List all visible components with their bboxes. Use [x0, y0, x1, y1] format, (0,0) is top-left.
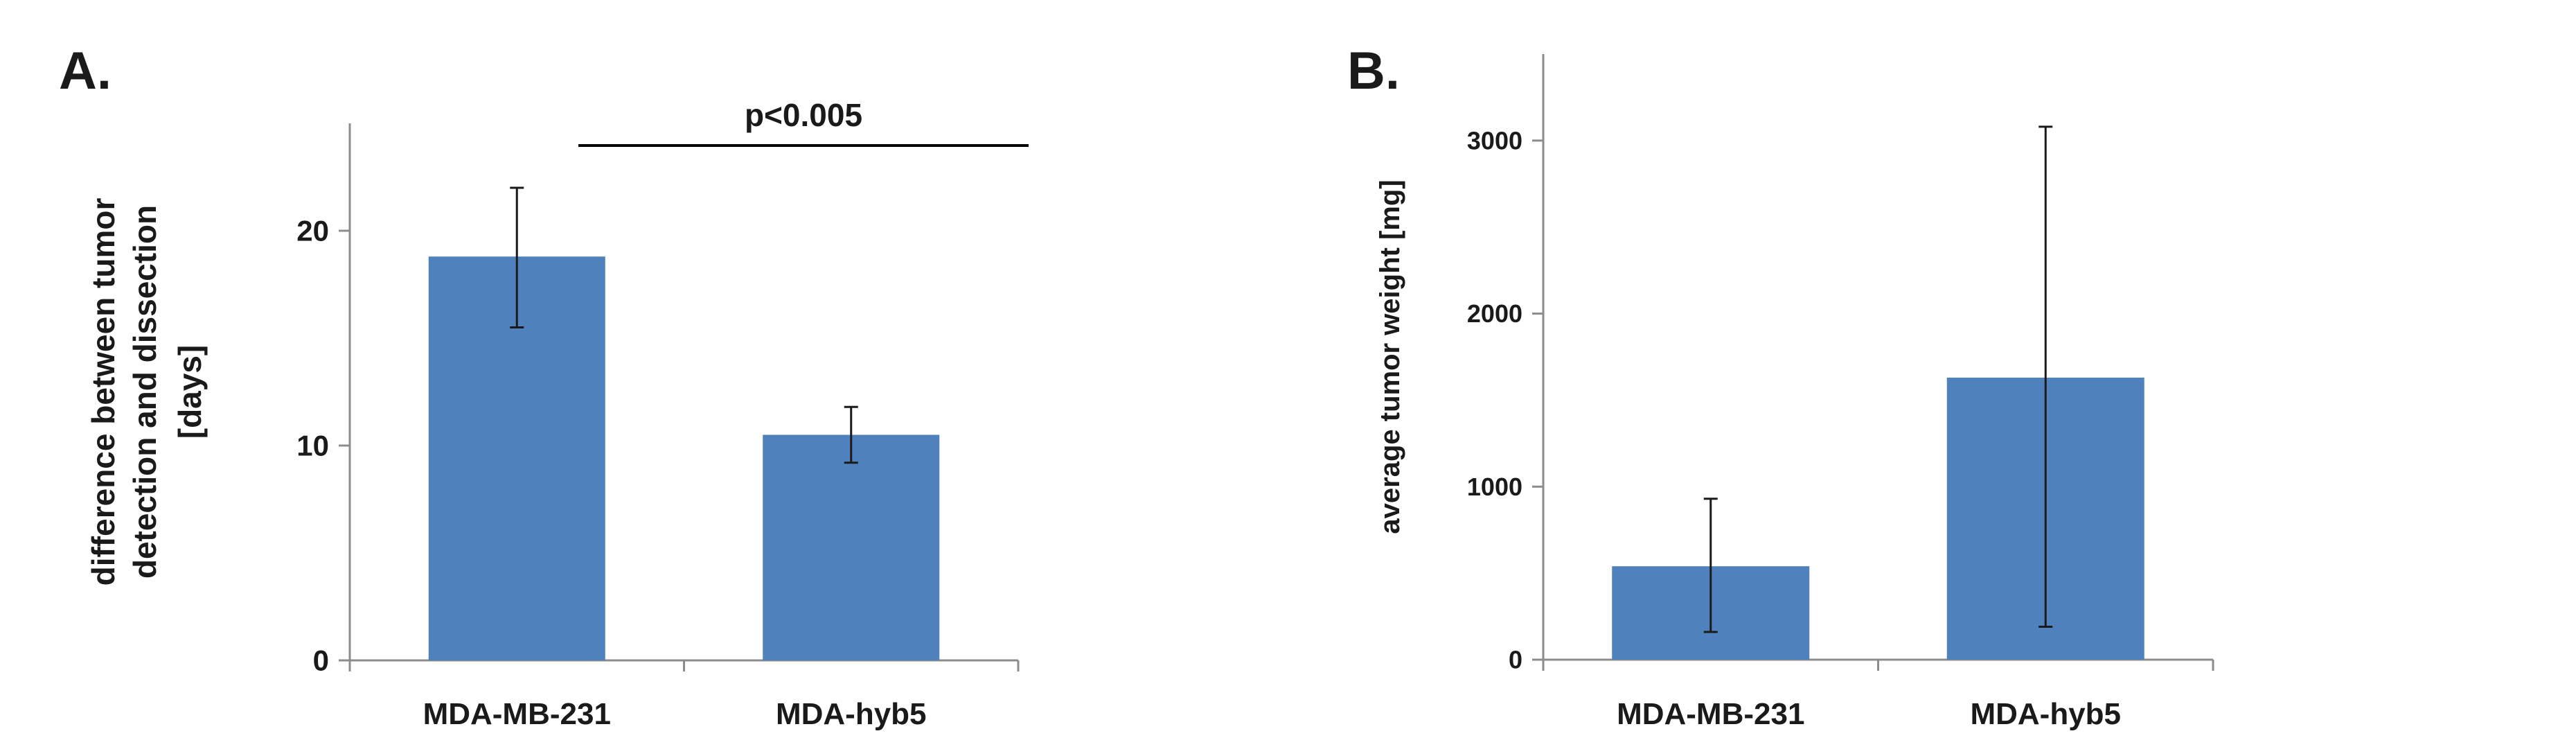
chart-b-svg: B. average tumor weight [mg] 0 1000 2000 3000…: [1347, 42, 2214, 731]
chart-a-bar-mda-hyb5: [763, 434, 940, 660]
chart-a-ylabel-line: difference between tumor: [85, 198, 121, 586]
chart-b-ytick-label: 2000: [1467, 299, 1522, 328]
chart-a-ylabel-line: detection and dissection: [127, 205, 163, 579]
chart-b-ytick-label: 1000: [1467, 473, 1522, 501]
chart-a-ylabel-line: [days]: [172, 345, 208, 439]
chart-a-panel-label: A.: [59, 42, 112, 100]
chart-b-ytick-label: 3000: [1467, 126, 1522, 155]
chart-b-panel-label: B.: [1347, 42, 1400, 100]
chart-a-category-label: MDA-hyb5: [776, 697, 927, 731]
chart-a-ytick-label: 20: [296, 215, 329, 247]
chart-b-category-label: MDA-MB-231: [1617, 697, 1804, 731]
chart-b-ylabel-line: average tumor weight [mg]: [1375, 179, 1405, 534]
chart-panel-a: A. difference between tumor detection and …: [59, 42, 1029, 731]
chart-b-ytick-label: 0: [1509, 646, 1522, 674]
chart-a-ytick-label: 10: [296, 430, 329, 462]
chart-a-svg: A. difference between tumor detection and …: [59, 42, 1029, 731]
chart-a-category-label: MDA-MB-231: [423, 697, 611, 731]
chart-b-category-label: MDA-hyb5: [1970, 697, 2121, 731]
chart-panel-b: B. average tumor weight [mg] 0 1000 2000 3000…: [1288, 0, 2576, 756]
chart-a-ytick-label: 0: [313, 644, 329, 677]
chart-a-significance-label: p<0.005: [745, 97, 862, 133]
